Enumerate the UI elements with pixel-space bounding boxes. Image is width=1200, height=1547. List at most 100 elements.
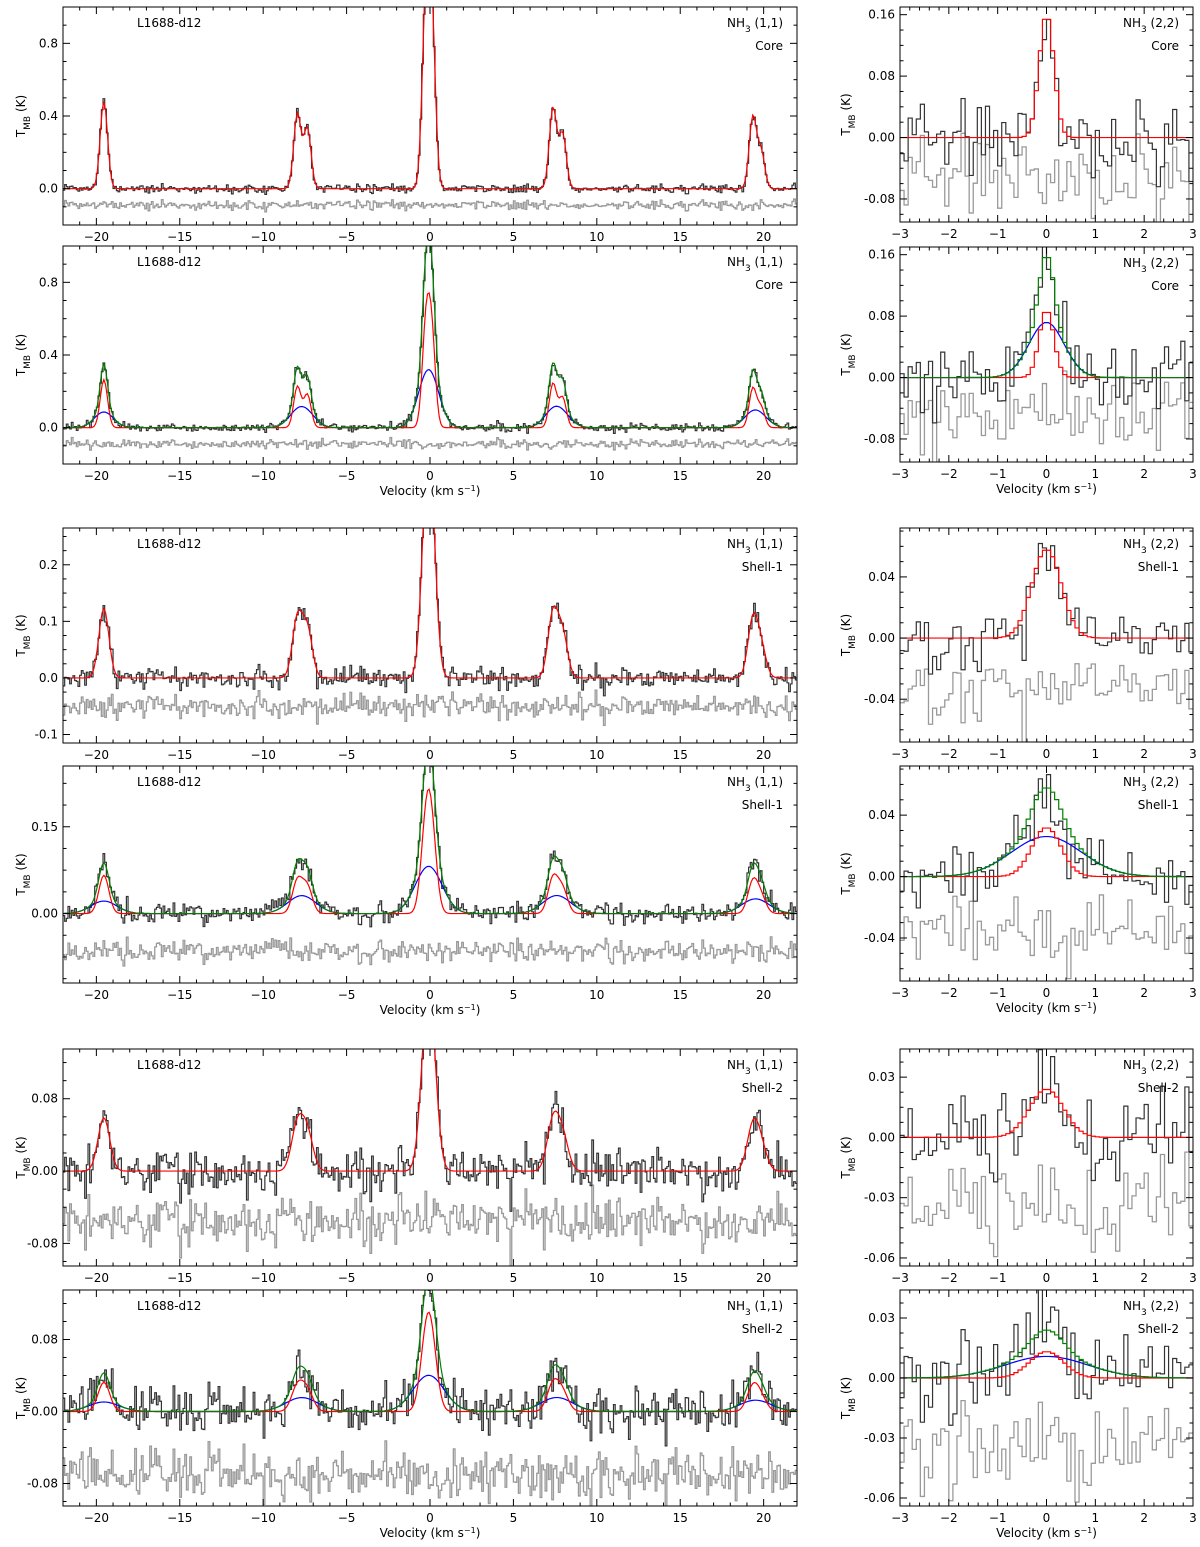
- transition-label: NH3 (1,1): [727, 16, 783, 35]
- x-tick-label: −2: [940, 747, 958, 761]
- y-tick-label: 0.00: [868, 131, 895, 145]
- x-tick-label: −3: [891, 1271, 909, 1285]
- y-tick-label: 0.0: [39, 182, 58, 196]
- panel-shell2-22-double: −3 −2 −1 0 1 2 3 -0.06 -0.03 0.00 0.03 TMB (K) Veloc…: [839, 1289, 1197, 1540]
- x-tick-label: 5: [510, 988, 518, 1002]
- x-tick-label: −1: [989, 747, 1007, 761]
- panel-shell1-11-single: −20 −15 −10 −5 0 5 10 15 20 -0.1 0.0 0.1 0.2 TMB (K) L…: [14, 527, 798, 762]
- x-tick-label: 20: [756, 988, 771, 1002]
- y-axis-label: TMB (K): [14, 614, 33, 657]
- x-tick-label: −10: [251, 1511, 276, 1525]
- model-fit: [900, 549, 1193, 639]
- y-tick-label: -0.08: [864, 192, 895, 206]
- panel-shell2-11-double: −20 −15 −10 −5 0 5 10 15 20 -0.08 0.00 0.08 TMB (K) V…: [14, 1289, 798, 1541]
- y-tick-label: 0.00: [31, 1164, 58, 1178]
- x-tick-label: −1: [989, 467, 1007, 481]
- x-tick-label: 10: [589, 469, 604, 483]
- x-tick-label: 0: [1043, 986, 1051, 1000]
- y-tick-label: -0.08: [864, 432, 895, 446]
- x-tick-label: −15: [167, 988, 192, 1002]
- x-tick-label: −20: [84, 988, 109, 1002]
- x-tick-label: 5: [510, 230, 518, 244]
- source-name-label: L1688-d12: [137, 255, 201, 269]
- x-tick-label: 2: [1140, 1511, 1148, 1525]
- x-tick-label: 15: [673, 469, 688, 483]
- region-label: Shell-1: [742, 798, 783, 812]
- observed-spectrum: [900, 18, 1193, 188]
- y-tick-label: 0.00: [868, 1130, 895, 1144]
- y-axis-label: TMB (K): [14, 1136, 33, 1179]
- x-tick-label: 5: [510, 1511, 518, 1525]
- y-axis-label: TMB (K): [839, 1136, 858, 1179]
- x-tick-label: 1: [1092, 986, 1100, 1000]
- residual-series: [900, 1151, 1193, 1258]
- x-tick-label: 0: [426, 988, 434, 1002]
- x-tick-label: 15: [673, 1511, 688, 1525]
- y-axis-label: TMB (K): [14, 853, 33, 896]
- region-label: Core: [1151, 279, 1179, 293]
- transition-label: NH3 (2,2): [1123, 16, 1179, 35]
- panel-core-11-single: −20 −15 −10 −5 0 5 10 15 20 0.0 0.4 0.8 TMB (K) L1688…: [14, 6, 798, 244]
- y-tick-label: -0.1: [35, 728, 58, 742]
- transition-label: NH3 (1,1): [727, 255, 783, 274]
- x-tick-label: −20: [84, 1271, 109, 1285]
- y-tick-label: -0.03: [864, 1431, 895, 1445]
- x-tick-label: 0: [426, 1271, 434, 1285]
- x-tick-label: −2: [940, 467, 958, 481]
- transition-label: NH3 (2,2): [1123, 775, 1179, 794]
- x-tick-label: −10: [251, 469, 276, 483]
- x-axis-label: Velocity (km s−1): [380, 1526, 481, 1541]
- x-tick-label: 2: [1140, 986, 1148, 1000]
- source-name-label: L1688-d12: [137, 16, 201, 30]
- x-tick-label: −20: [84, 469, 109, 483]
- x-tick-label: 0: [1043, 747, 1051, 761]
- x-tick-label: −2: [940, 1271, 958, 1285]
- x-tick-label: −10: [251, 1271, 276, 1285]
- y-tick-label: 0.00: [868, 631, 895, 645]
- x-tick-label: 1: [1092, 1511, 1100, 1525]
- x-axis-label: Velocity (km s−1): [380, 1003, 481, 1018]
- y-tick-label: 0.00: [868, 870, 895, 884]
- y-tick-label: 0.04: [868, 808, 895, 822]
- residual-series: [63, 689, 797, 727]
- x-axis-label: Velocity (km s−1): [380, 484, 481, 499]
- region-label: Shell-2: [742, 1081, 783, 1095]
- x-tick-label: 15: [673, 230, 688, 244]
- x-tick-label: −1: [989, 1271, 1007, 1285]
- x-tick-label: 10: [589, 748, 604, 762]
- x-tick-label: 0: [426, 230, 434, 244]
- x-tick-label: 3: [1189, 1511, 1197, 1525]
- observed-spectrum: [900, 773, 1193, 909]
- transition-label: NH3 (2,2): [1123, 1058, 1179, 1077]
- residual-series: [900, 1399, 1193, 1503]
- x-tick-label: −1: [989, 227, 1007, 241]
- x-tick-label: −15: [167, 748, 192, 762]
- x-tick-label: 1: [1092, 227, 1100, 241]
- x-tick-label: 0: [426, 748, 434, 762]
- x-axis-label: Velocity (km s−1): [996, 482, 1097, 497]
- residual-series: [63, 1184, 797, 1266]
- y-tick-label: 0.08: [31, 1333, 58, 1347]
- y-tick-label: 0.0: [39, 671, 58, 685]
- x-tick-label: −5: [338, 230, 356, 244]
- panel-shell2-11-single: −20 −15 −10 −5 0 5 10 15 20 -0.08 0.00 0.08 TMB (K) L…: [14, 1048, 798, 1285]
- x-tick-label: −1: [989, 986, 1007, 1000]
- region-label: Core: [755, 278, 783, 292]
- x-tick-label: −3: [891, 227, 909, 241]
- total-fit: [900, 257, 1193, 379]
- model-fit: [63, 528, 797, 679]
- x-tick-label: 15: [673, 988, 688, 1002]
- x-tick-label: 20: [756, 1511, 771, 1525]
- panel-core-11-double: −20 −15 −10 −5 0 5 10 15 20 0.0 0.4 0.8 TMB (K) Veloc…: [14, 245, 798, 499]
- source-name-label: L1688-d12: [137, 1299, 201, 1313]
- y-tick-label: 0.04: [868, 570, 895, 584]
- y-axis-label: TMB (K): [14, 334, 33, 377]
- x-tick-label: 0: [426, 1511, 434, 1525]
- x-tick-label: −20: [84, 748, 109, 762]
- y-tick-label: -0.04: [864, 692, 895, 706]
- x-tick-label: 3: [1189, 227, 1197, 241]
- x-tick-label: −15: [167, 1511, 192, 1525]
- panel-shell1-22-single: −3 −2 −1 0 1 2 3 -0.04 0.00 0.04 TMB (K) NH3 (2,2) S…: [839, 527, 1197, 761]
- total-fit: [63, 766, 797, 915]
- y-axis-label: TMB (K): [839, 852, 858, 895]
